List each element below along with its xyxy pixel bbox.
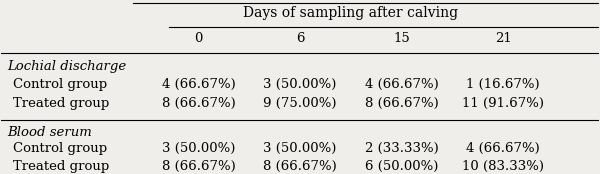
Text: 4 (66.67%): 4 (66.67%): [365, 78, 439, 90]
Text: 3 (50.00%): 3 (50.00%): [263, 142, 337, 155]
Text: 8 (66.67%): 8 (66.67%): [263, 160, 337, 173]
Text: 6: 6: [296, 32, 304, 45]
Text: 0: 0: [194, 32, 203, 45]
Text: 1 (16.67%): 1 (16.67%): [466, 78, 540, 90]
Text: 2 (33.33%): 2 (33.33%): [365, 142, 439, 155]
Text: 10 (83.33%): 10 (83.33%): [462, 160, 544, 173]
Text: 3 (50.00%): 3 (50.00%): [263, 78, 337, 90]
Text: 4 (66.67%): 4 (66.67%): [161, 78, 235, 90]
Text: 4 (66.67%): 4 (66.67%): [466, 142, 540, 155]
Text: Treated group: Treated group: [13, 97, 110, 110]
Text: 21: 21: [494, 32, 511, 45]
Text: Control group: Control group: [13, 142, 107, 155]
Text: 15: 15: [393, 32, 410, 45]
Text: Treated group: Treated group: [13, 160, 110, 173]
Text: 11 (91.67%): 11 (91.67%): [462, 97, 544, 110]
Text: Blood serum: Blood serum: [7, 126, 92, 139]
Text: Days of sampling after calving: Days of sampling after calving: [243, 6, 458, 20]
Text: 6 (50.00%): 6 (50.00%): [365, 160, 438, 173]
Text: Control group: Control group: [13, 78, 107, 90]
Text: Lochial discharge: Lochial discharge: [7, 60, 127, 73]
Text: 8 (66.67%): 8 (66.67%): [161, 97, 235, 110]
Text: 8 (66.67%): 8 (66.67%): [161, 160, 235, 173]
Text: 9 (75.00%): 9 (75.00%): [263, 97, 337, 110]
Text: 3 (50.00%): 3 (50.00%): [162, 142, 235, 155]
Text: 8 (66.67%): 8 (66.67%): [365, 97, 439, 110]
